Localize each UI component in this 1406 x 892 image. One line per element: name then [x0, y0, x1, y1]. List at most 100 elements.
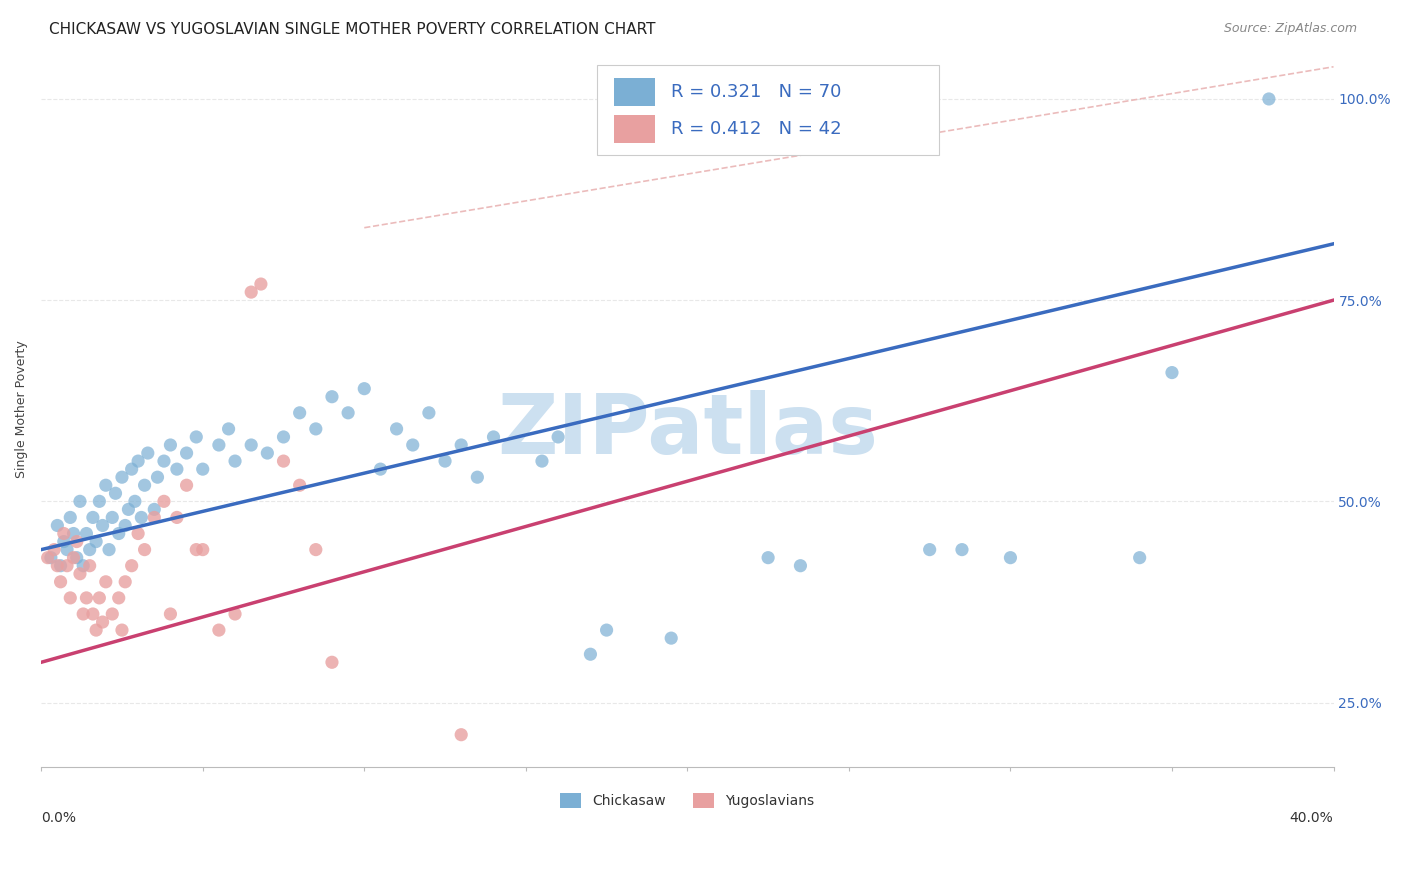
- Point: [127, 454, 149, 468]
- Point: [131, 510, 153, 524]
- Point: [79, 542, 101, 557]
- Point: [37, 550, 59, 565]
- Point: [950, 542, 973, 557]
- Point: [121, 558, 143, 573]
- Point: [370, 462, 392, 476]
- Point: [49, 558, 72, 573]
- Point: [659, 631, 682, 645]
- Point: [56, 542, 79, 557]
- Point: [273, 454, 295, 468]
- Point: [143, 510, 166, 524]
- Point: [176, 478, 198, 492]
- Point: [789, 558, 811, 573]
- Bar: [613, 115, 655, 143]
- Point: [579, 647, 602, 661]
- Point: [153, 494, 176, 508]
- Point: [56, 558, 79, 573]
- Point: [756, 550, 779, 565]
- Point: [127, 526, 149, 541]
- Point: [39, 550, 62, 565]
- Point: [84, 623, 107, 637]
- Point: [595, 623, 617, 637]
- Point: [176, 446, 198, 460]
- Point: [134, 542, 156, 557]
- Point: [418, 406, 440, 420]
- Point: [111, 623, 134, 637]
- Point: [273, 430, 295, 444]
- Point: [321, 655, 343, 669]
- Point: [191, 462, 214, 476]
- Point: [166, 462, 188, 476]
- Point: [256, 446, 278, 460]
- Point: [124, 494, 146, 508]
- Point: [91, 615, 114, 629]
- Point: [94, 574, 117, 589]
- Point: [94, 478, 117, 492]
- Point: [288, 406, 311, 420]
- Text: R = 0.412   N = 42: R = 0.412 N = 42: [671, 120, 841, 138]
- Point: [69, 566, 91, 581]
- Point: [62, 550, 84, 565]
- Point: [515, 792, 537, 806]
- Text: CHICKASAW VS YUGOSLAVIAN SINGLE MOTHER POVERTY CORRELATION CHART: CHICKASAW VS YUGOSLAVIAN SINGLE MOTHER P…: [49, 22, 655, 37]
- Point: [111, 470, 134, 484]
- Point: [84, 534, 107, 549]
- Point: [191, 542, 214, 557]
- Point: [143, 502, 166, 516]
- Point: [159, 438, 181, 452]
- Point: [89, 494, 111, 508]
- Point: [153, 454, 176, 468]
- Point: [337, 406, 360, 420]
- Point: [59, 510, 82, 524]
- Point: [107, 591, 129, 605]
- Point: [224, 607, 246, 621]
- Point: [146, 470, 169, 484]
- Point: [186, 430, 208, 444]
- Point: [117, 502, 139, 516]
- Point: [52, 526, 75, 541]
- Point: [208, 623, 231, 637]
- Point: [482, 430, 505, 444]
- Point: [114, 518, 136, 533]
- Point: [42, 542, 65, 557]
- Point: [101, 510, 124, 524]
- Bar: [613, 78, 655, 105]
- Point: [1161, 366, 1184, 380]
- Point: [305, 422, 328, 436]
- Point: [240, 438, 263, 452]
- Point: [62, 526, 84, 541]
- Point: [353, 382, 375, 396]
- Point: [121, 462, 143, 476]
- Point: [59, 591, 82, 605]
- Point: [82, 510, 104, 524]
- Point: [101, 607, 124, 621]
- Point: [224, 454, 246, 468]
- Point: [114, 574, 136, 589]
- Point: [218, 422, 240, 436]
- Point: [305, 542, 328, 557]
- Point: [467, 470, 489, 484]
- Legend: Chickasaw, Yugoslavians: Chickasaw, Yugoslavians: [554, 788, 820, 814]
- Text: 0.0%: 0.0%: [41, 812, 76, 825]
- Text: R = 0.321   N = 70: R = 0.321 N = 70: [671, 83, 841, 101]
- Point: [66, 534, 89, 549]
- Point: [288, 478, 311, 492]
- Point: [1257, 92, 1279, 106]
- Point: [72, 558, 94, 573]
- Text: Source: ZipAtlas.com: Source: ZipAtlas.com: [1223, 22, 1357, 36]
- Point: [166, 510, 188, 524]
- Point: [75, 591, 97, 605]
- Point: [46, 558, 69, 573]
- Point: [104, 486, 127, 500]
- Point: [450, 728, 472, 742]
- Point: [49, 574, 72, 589]
- Point: [52, 534, 75, 549]
- Point: [69, 494, 91, 508]
- Point: [250, 277, 273, 291]
- Text: 40.0%: 40.0%: [1289, 812, 1333, 825]
- Point: [75, 526, 97, 541]
- Point: [136, 446, 159, 460]
- Point: [547, 430, 569, 444]
- Point: [107, 526, 129, 541]
- Point: [46, 518, 69, 533]
